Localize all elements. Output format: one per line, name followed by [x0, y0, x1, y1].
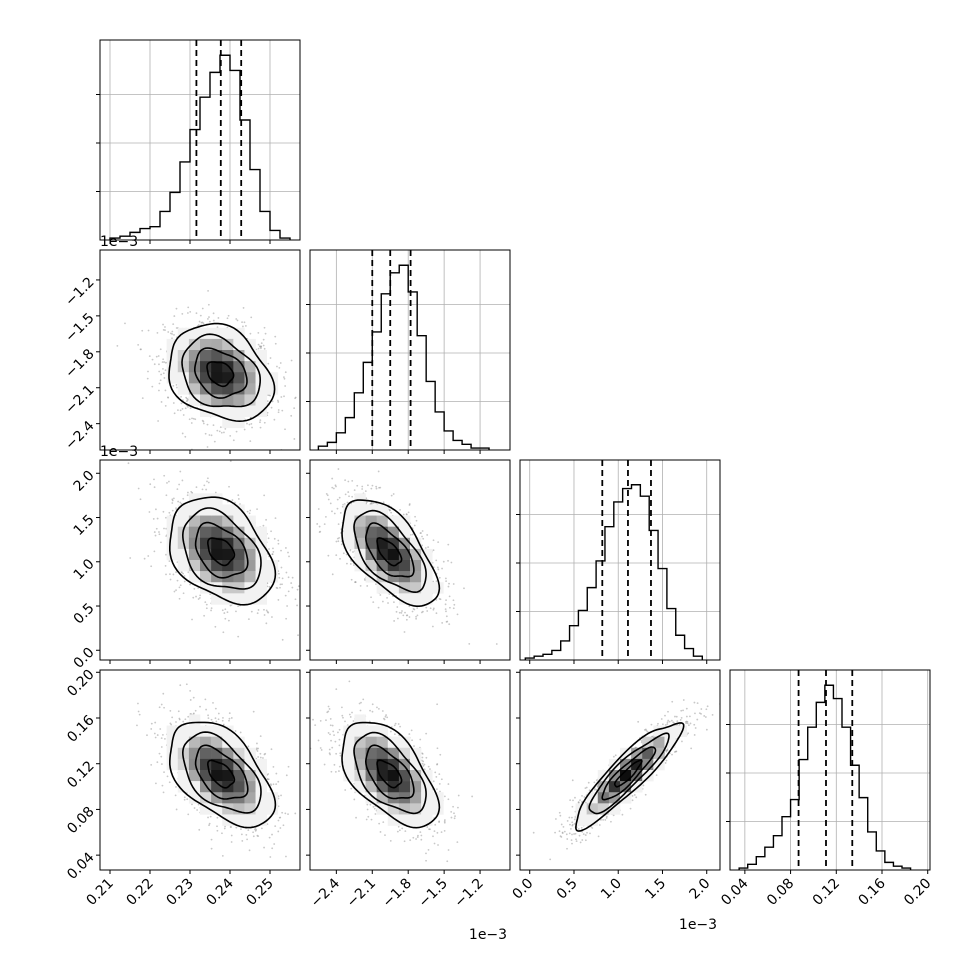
- x-offset-label: 1e−3: [679, 917, 717, 933]
- panel-axes: [306, 459, 511, 664]
- contour-3: [169, 496, 277, 606]
- contour-3: [575, 722, 685, 832]
- histogram-steps: [738, 684, 912, 870]
- y-tick-label: 0.5: [71, 600, 98, 627]
- contour-1: [194, 521, 249, 579]
- x-tick-label: 0.22: [123, 876, 156, 909]
- contour-3: [169, 721, 277, 829]
- y-tick-label: −1.5: [62, 310, 97, 345]
- contour-1: [194, 744, 249, 800]
- contour-0: [206, 759, 236, 789]
- contour-1: [601, 746, 657, 801]
- x-tick-label: 0.20: [901, 876, 934, 909]
- x-offset-label: 1e−3: [469, 927, 507, 943]
- contour-3: [168, 322, 276, 423]
- contour-0: [206, 537, 236, 567]
- contour-0: [613, 759, 643, 788]
- x-tick-label: 2.0: [686, 876, 713, 903]
- panel-frame: [309, 249, 511, 451]
- scatter-panel-p0-p1: [116, 289, 297, 450]
- scatter-panel-p1-p3: [310, 680, 474, 863]
- x-tick-label: −2.1: [344, 876, 379, 911]
- scatter-panel-p0-p2: [127, 460, 300, 641]
- histogram-steps: [524, 484, 704, 660]
- x-tick-label: 0.16: [855, 875, 888, 908]
- contour-1: [364, 522, 415, 578]
- density-squares: [166, 714, 279, 826]
- scatter-panel-p0-p3: [136, 683, 297, 858]
- density-squares: [166, 493, 279, 605]
- x-tick-label: 0.25: [243, 876, 276, 909]
- y-tick-label: 0.12: [64, 758, 97, 791]
- y-tick-label: −1.2: [62, 274, 97, 309]
- histogram-grid: [730, 670, 930, 870]
- y-tick-label: 0.08: [64, 804, 97, 837]
- panel-axes: [516, 669, 721, 874]
- x-tick-label: 0.21: [83, 876, 116, 909]
- histogram-panel-p1: [306, 249, 511, 454]
- x-tick-label: 0.08: [764, 876, 797, 909]
- contour-2: [353, 731, 427, 815]
- x-tick-label: 0.0: [510, 876, 537, 903]
- contour-2: [588, 732, 670, 815]
- y-tick-label: −1.8: [62, 346, 97, 381]
- y-offset-label: 1e−3: [100, 444, 138, 460]
- y-tick-label: 0.16: [64, 712, 97, 745]
- histogram-grid: [520, 460, 720, 660]
- panel-frame: [519, 459, 721, 661]
- contour-2: [181, 333, 262, 408]
- y-tick-label: −2.4: [62, 418, 97, 453]
- contour-2: [181, 731, 262, 814]
- contour-3: [341, 499, 441, 607]
- y-offset-label: 1e−3: [100, 234, 138, 250]
- panel-axes: [96, 459, 301, 664]
- contour-2: [181, 507, 262, 590]
- x-tick-label: −1.2: [452, 876, 487, 911]
- x-tick-label: 0.23: [163, 876, 196, 909]
- x-tick-label: 1.0: [598, 876, 625, 903]
- contour-3: [341, 721, 441, 829]
- contour-1: [194, 347, 248, 399]
- x-tick-label: 0.5: [554, 876, 581, 903]
- y-tick-label: 0.20: [64, 667, 97, 700]
- contour-0: [376, 759, 403, 789]
- x-tick-label: −2.4: [308, 875, 343, 910]
- histogram-steps: [317, 264, 490, 450]
- panel-axes: [306, 669, 511, 874]
- panel-frame: [729, 669, 931, 871]
- y-tick-label: −2.1: [62, 382, 97, 417]
- y-tick-label: 1.5: [71, 512, 98, 539]
- contour-1: [364, 744, 415, 800]
- x-tick-label: 0.12: [810, 876, 843, 909]
- contour-2: [353, 509, 427, 594]
- contour-0: [376, 537, 403, 567]
- histogram-panel-p0: [96, 39, 301, 244]
- histogram-panel-p2: [516, 459, 721, 664]
- contour-0: [206, 361, 235, 388]
- panel-axes: [96, 249, 301, 454]
- histogram-panel-p3: [726, 669, 931, 874]
- histogram-grid: [100, 40, 300, 240]
- y-tick-label: 2.0: [71, 468, 98, 495]
- x-tick-label: −1.8: [380, 876, 415, 911]
- x-tick-label: −1.5: [416, 876, 451, 911]
- panel-axes: [96, 669, 301, 874]
- scatter-panel-p2-p3: [532, 699, 720, 861]
- y-tick-label: 1.0: [71, 556, 98, 583]
- y-tick-label: 0.04: [64, 849, 97, 882]
- x-tick-label: 0.24: [203, 875, 236, 908]
- histogram-steps: [109, 54, 291, 240]
- density-squares: [575, 725, 687, 826]
- scatter-panel-p1-p2: [316, 468, 498, 645]
- density-squares: [166, 327, 279, 429]
- panel-frame: [99, 39, 301, 241]
- x-tick-label: 0.04: [718, 875, 751, 908]
- x-tick-label: 1.5: [642, 876, 669, 903]
